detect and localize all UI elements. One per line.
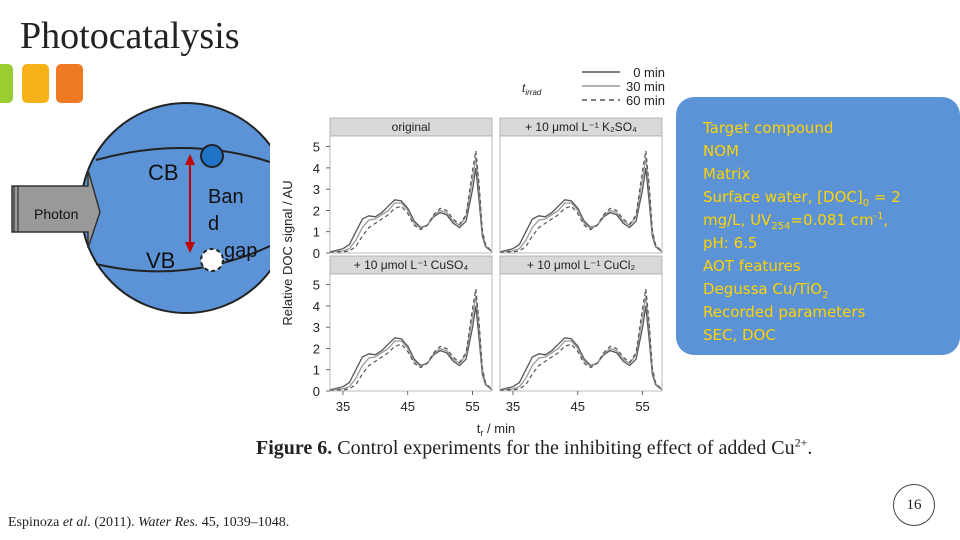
valence-band-curve xyxy=(95,245,270,273)
conduction-band-curve xyxy=(95,147,270,163)
series-line xyxy=(500,150,663,253)
panel-plot xyxy=(499,135,663,254)
band-gap-label-2: d xyxy=(208,213,219,235)
info-line: Matrix xyxy=(703,165,751,183)
info-line: Target compound xyxy=(703,119,834,137)
x-tick-label: 55 xyxy=(465,399,479,414)
y-tick-label: 0 xyxy=(313,246,320,261)
accent-square-yellow xyxy=(22,64,49,103)
particle-circle xyxy=(80,102,270,314)
series-line xyxy=(330,288,493,391)
band-gap-label-1: Ban xyxy=(208,186,244,208)
accent-square-orange xyxy=(56,64,83,103)
panel-label: original xyxy=(392,120,431,134)
info-line: Recorded parameters xyxy=(703,303,866,321)
vb-label: VB xyxy=(146,248,175,273)
info-box xyxy=(676,97,960,355)
info-line: mg/L, UV254=0.081 cm-1, xyxy=(703,211,889,232)
x-tick-label: 55 xyxy=(635,399,649,414)
electron xyxy=(200,144,224,168)
legend-label: 30 min xyxy=(626,79,665,94)
panel-label: + 10 μmol L⁻¹ CuCl₂ xyxy=(527,258,636,272)
x-tick-label: 35 xyxy=(506,399,520,414)
series-line xyxy=(499,295,663,391)
y-tick-label: 2 xyxy=(313,341,320,356)
x-tick-label: 35 xyxy=(336,399,350,414)
series-line xyxy=(329,167,493,253)
series-line xyxy=(499,157,663,253)
y-tick-label: 1 xyxy=(313,225,320,240)
series-line xyxy=(329,305,493,391)
series-line xyxy=(500,288,663,391)
photon-arrow xyxy=(11,169,101,249)
series-line xyxy=(329,295,493,391)
y-tick-label: 2 xyxy=(313,203,320,218)
x-tick-label: 45 xyxy=(401,399,415,414)
y-tick-label: 3 xyxy=(313,182,320,197)
photon-label: Photon xyxy=(34,206,78,222)
figure-caption: Figure 6. Control experiments for the in… xyxy=(256,435,813,459)
legend-label: 60 min xyxy=(626,93,665,108)
slide-title: Photocatalysis xyxy=(20,15,240,57)
reference: Espinoza et al. (2011). Water Res. 45, 1… xyxy=(8,515,290,530)
arrow-head-up xyxy=(185,154,195,165)
series-line xyxy=(330,150,493,253)
arrow-head-down xyxy=(185,242,195,253)
series-line xyxy=(499,305,663,391)
y-tick-label: 3 xyxy=(313,320,320,335)
y-tick-label: 5 xyxy=(313,278,320,293)
panel-plot xyxy=(329,135,493,254)
legend-label: 0 min xyxy=(633,65,665,80)
cb-label: CB xyxy=(148,160,179,185)
info-box-text: Target compound NOM Matrix Surface water… xyxy=(703,117,938,347)
y-axis-label: Relative DOC signal / AU xyxy=(280,180,295,325)
accent-square-green xyxy=(0,64,13,103)
y-tick-label: 4 xyxy=(313,161,320,176)
info-line: NOM xyxy=(703,142,739,160)
info-line: AOT features xyxy=(703,257,801,275)
panel-label: + 10 μmol L⁻¹ K₂SO₄ xyxy=(525,120,637,134)
page-number: 16 xyxy=(893,484,935,526)
series-line xyxy=(329,157,493,253)
info-line: pH: 6.5 xyxy=(703,234,758,252)
band-gap-diagram: CB VB Ban d gap Photon xyxy=(11,102,270,314)
hole xyxy=(200,248,224,272)
x-tick-label: 45 xyxy=(571,399,585,414)
y-tick-label: 5 xyxy=(313,140,320,155)
panel-plot xyxy=(329,273,493,392)
x-axis-label: tr / min xyxy=(477,421,515,438)
info-line: Degussa Cu/TiO2 xyxy=(703,280,829,301)
panel-label: + 10 μmol L⁻¹ CuSO₄ xyxy=(354,258,469,272)
y-tick-label: 1 xyxy=(313,363,320,378)
band-gap-label-3: gap xyxy=(224,240,257,262)
info-line: Surface water, [DOC]0 = 2 xyxy=(703,188,901,209)
panel-plot xyxy=(499,273,663,392)
info-line: SEC, DOC xyxy=(703,326,776,344)
y-tick-label: 4 xyxy=(313,299,320,314)
y-tick-label: 0 xyxy=(313,384,320,399)
series-line xyxy=(499,167,663,253)
legend-title: tirrad xyxy=(522,81,542,97)
